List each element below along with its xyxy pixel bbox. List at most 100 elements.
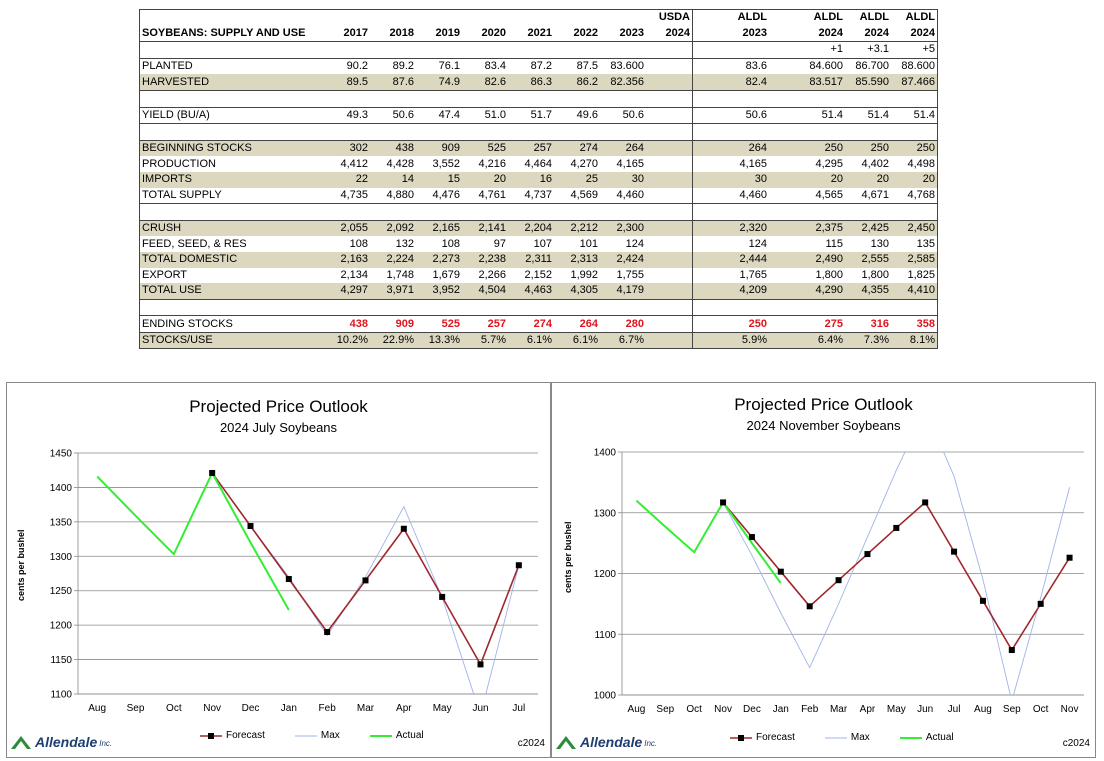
forecast-point xyxy=(247,522,254,529)
x-tick-label: Aug xyxy=(974,704,992,715)
y-tick-label: 1250 xyxy=(50,586,73,597)
aldl-cell: 85.590 xyxy=(845,74,891,91)
cell: 51.0 xyxy=(462,106,508,124)
aldl-cell: 2,425 xyxy=(845,219,891,237)
cell: 87.6 xyxy=(370,74,416,91)
cell xyxy=(554,89,600,108)
aldl-cell: 130 xyxy=(870,237,889,250)
aldl-cell: 115 xyxy=(825,237,843,250)
cell: 14 xyxy=(370,171,416,188)
aldl-year-header: 2024 xyxy=(769,25,845,43)
forecast-point xyxy=(951,548,958,555)
cell: 257 xyxy=(462,315,508,333)
cell: 50.6 xyxy=(370,106,416,124)
cell: 4,305 xyxy=(554,283,600,300)
cell: 124 xyxy=(625,237,644,250)
forecast-point xyxy=(324,629,331,636)
aldl-adjust xyxy=(692,41,769,59)
cell: 89.2 xyxy=(370,57,416,75)
cell: 4,179 xyxy=(600,283,646,300)
x-tick-label: May xyxy=(887,704,906,715)
year-header: 2023 xyxy=(600,25,646,43)
cell xyxy=(416,42,462,59)
cell: 4,270 xyxy=(570,157,598,170)
cell xyxy=(646,171,693,188)
cell xyxy=(646,236,693,252)
table-row xyxy=(139,298,938,316)
x-tick-label: Jan xyxy=(773,704,789,715)
cell xyxy=(462,298,508,316)
table-row: STOCKS/USE 10.2% 22.9% 13.3% 5.7% 6.1% 6.1% 6.7… xyxy=(139,331,938,349)
cell xyxy=(646,283,693,300)
cell: 90.2 xyxy=(324,57,370,75)
cell: 15 xyxy=(416,171,462,188)
cell xyxy=(508,298,554,316)
cell: 2,212 xyxy=(554,219,600,237)
aldl-cell: 83.6 xyxy=(692,57,769,75)
cell xyxy=(646,331,693,349)
aldl-cell: 1,800 xyxy=(861,268,889,281)
legend-actual-label: Actual xyxy=(395,730,424,741)
cell: 83.600 xyxy=(600,57,646,75)
series-line-actual xyxy=(96,470,290,611)
cell: 47.4 xyxy=(416,106,462,124)
chart-legend: Forecast Max Actual xyxy=(730,732,954,743)
legend-forecast-label: Forecast xyxy=(226,730,265,741)
aldl-cell: 83.517 xyxy=(769,74,845,91)
cell: 1,755 xyxy=(616,268,644,281)
cell: 49.6 xyxy=(554,106,600,124)
forecast-point xyxy=(806,603,813,610)
aldl-cell: 4,290 xyxy=(769,283,845,300)
cell: 4,297 xyxy=(324,283,370,300)
x-tick-label: Mar xyxy=(357,703,375,714)
cell: 82.356 xyxy=(600,74,646,91)
logo-suffix: Inc. xyxy=(644,739,658,748)
cell: 97 xyxy=(493,237,506,250)
cell xyxy=(600,89,646,108)
row-label: PLANTED xyxy=(139,57,324,75)
copyright: c2024 xyxy=(1062,738,1090,749)
cell: 2,152 xyxy=(524,268,552,281)
allendale-logo: Allendale Inc. xyxy=(11,734,112,750)
aldl-cell: 82.4 xyxy=(692,74,769,91)
cell: 87.5 xyxy=(554,57,600,75)
cell: 274 xyxy=(554,139,600,157)
legend-forecast: Forecast xyxy=(200,730,265,741)
forecast-point xyxy=(209,469,216,476)
forecast-point xyxy=(477,661,484,668)
cell: 82.6 xyxy=(462,74,508,91)
y-tick-label: 1400 xyxy=(594,448,617,459)
row-label: FEED, SEED, & RES xyxy=(142,237,247,250)
cell: 101 xyxy=(579,237,598,250)
cell xyxy=(416,298,462,316)
legend-forecast: Forecast xyxy=(730,732,795,743)
logo-text: Allendale xyxy=(580,734,643,750)
cell: 86.2 xyxy=(554,74,600,91)
row-label: ENDING STOCKS xyxy=(139,315,324,333)
legend-max-label: Max xyxy=(850,732,870,743)
cell: 50.6 xyxy=(600,106,646,124)
cell xyxy=(646,57,693,75)
cell xyxy=(646,268,693,284)
legend-max: Max xyxy=(294,730,340,741)
aldl-cell: 1,825 xyxy=(907,268,935,281)
cell: 2,311 xyxy=(508,251,554,268)
table-row: IMPORTS 22 14 15 20 16 25 30 30 20 20 20 xyxy=(139,171,938,188)
cell xyxy=(646,251,693,268)
cell xyxy=(600,123,646,141)
header-blank xyxy=(324,10,370,26)
year-header: 2019 xyxy=(416,25,462,43)
aldl-cell: 4,565 xyxy=(815,188,843,201)
x-tick-label: Oct xyxy=(166,703,182,714)
aldl-label: ALDL xyxy=(905,11,935,24)
aldl-label: ALDL xyxy=(692,9,769,26)
series-line-max xyxy=(722,452,1070,695)
cell: 264 xyxy=(554,315,600,333)
aldl-cell: 4,671 xyxy=(861,188,889,201)
table-row xyxy=(139,123,938,141)
logo-suffix: Inc. xyxy=(99,739,113,748)
forecast-point xyxy=(922,499,929,506)
cell: 909 xyxy=(370,315,416,333)
cell: 51.7 xyxy=(508,106,554,124)
cell: 4,569 xyxy=(570,188,598,201)
